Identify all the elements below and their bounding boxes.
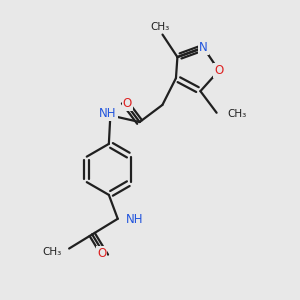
Text: O: O bbox=[214, 64, 224, 77]
Text: CH₃: CH₃ bbox=[42, 247, 62, 256]
Text: N: N bbox=[199, 41, 208, 54]
Text: NH: NH bbox=[126, 214, 144, 226]
Text: NH: NH bbox=[99, 107, 117, 120]
Text: O: O bbox=[123, 97, 132, 110]
Text: CH₃: CH₃ bbox=[227, 109, 246, 119]
Text: O: O bbox=[97, 247, 106, 260]
Text: CH₃: CH₃ bbox=[150, 22, 169, 32]
